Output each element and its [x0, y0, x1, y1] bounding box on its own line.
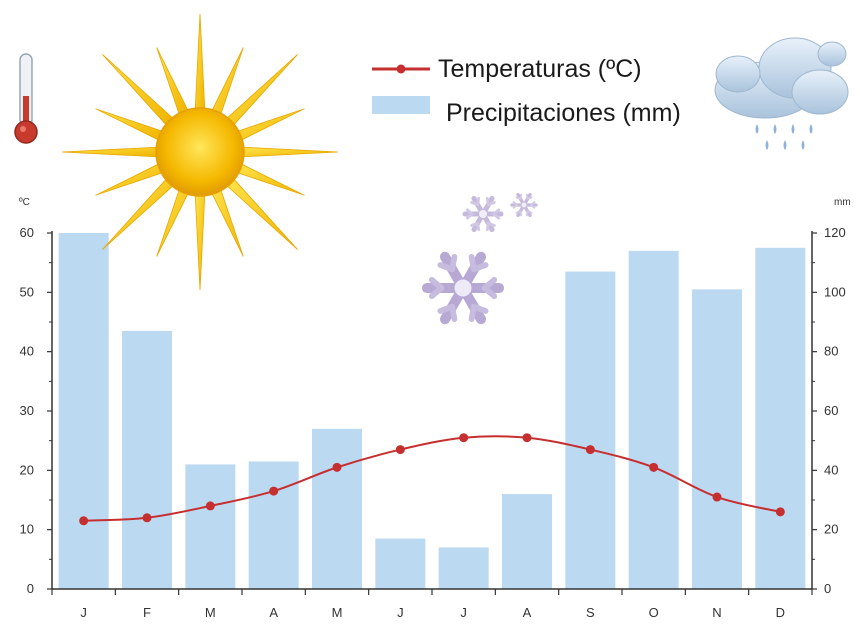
precipitation-bar [375, 538, 426, 589]
x-axis-category-label: D [776, 605, 785, 620]
sun-ray [102, 54, 174, 126]
x-axis-category-label: O [649, 605, 659, 620]
precipitation-bar [565, 271, 616, 589]
temperature-line-layer [79, 433, 785, 526]
sun-ray [211, 47, 244, 114]
temperature-point [205, 501, 215, 511]
precipitation-bar [185, 464, 236, 589]
x-axis-category-label: M [332, 605, 343, 620]
rain-cloud-icon [714, 37, 849, 150]
left-axis-tick-label: 40 [20, 344, 34, 359]
legend-line-marker [396, 64, 406, 74]
x-axis-category-label: J [80, 605, 87, 620]
left-axis-tick-label: 60 [20, 225, 34, 240]
snowflake [462, 195, 504, 233]
x-axis-category-label: M [205, 605, 216, 620]
legend-temperature-label: Temperaturas (ºC) [438, 55, 642, 83]
left-axis-unit: ºC [19, 197, 30, 208]
left-axis-tick-label: 20 [20, 462, 34, 477]
temperature-point [649, 462, 659, 472]
sun-ray [95, 163, 162, 196]
precipitation-bar [438, 547, 489, 589]
temperature-point [712, 492, 722, 502]
right-axis-tick-label: 20 [824, 522, 838, 537]
precipitation-bar [692, 289, 742, 589]
temperature-point [269, 486, 279, 496]
sun-ray [194, 195, 206, 291]
left-axis-tick-label: 50 [20, 284, 34, 299]
x-axis-category-label: A [523, 605, 532, 620]
temperature-point [459, 433, 469, 443]
sun-ray [243, 146, 339, 158]
precipitation-bar [312, 428, 362, 589]
thermometer-icon [14, 53, 38, 144]
left-axis-tick-label: 10 [20, 522, 34, 537]
sun-ray [156, 190, 189, 257]
precipitation-bar [755, 247, 806, 590]
x-axis-category-label: A [269, 605, 278, 620]
snowflake-icon [421, 192, 538, 325]
temperature-point [395, 445, 405, 455]
legend: Temperaturas (ºC) Precipitaciones (mm) [372, 55, 681, 127]
temperature-point [522, 433, 532, 443]
right-axis-tick-label: 120 [824, 225, 846, 240]
sun-ray [238, 163, 305, 196]
sun-ray [226, 54, 298, 126]
temperature-point [142, 513, 152, 523]
sun-icon [61, 13, 339, 291]
precipitation-bar [628, 250, 679, 590]
x-axis-category-label: J [460, 605, 467, 620]
sun-disc [155, 107, 245, 197]
precipitation-bar [122, 330, 172, 589]
legend-precipitation-label: Precipitaciones (mm) [446, 99, 681, 127]
axes-layer: 0 10 20 30 40 50 60 0 20 40 60 80 100 120 J F M A M J J A S O N D [20, 225, 846, 620]
precipitation-bar [502, 494, 552, 589]
bars-layer [58, 233, 806, 590]
x-axis-category-label: N [712, 605, 721, 620]
sun-ray [95, 108, 162, 141]
snowflake [421, 251, 505, 325]
precipitation-bar [58, 233, 109, 589]
right-axis-tick-label: 80 [824, 344, 838, 359]
right-axis-tick-label: 0 [824, 581, 831, 596]
sun-ray [194, 13, 206, 109]
sun-ray [226, 178, 298, 250]
legend-bar-swatch [372, 96, 430, 114]
temperature-point [79, 516, 89, 526]
right-axis-tick-label: 40 [824, 462, 838, 477]
left-axis-tick-label: 30 [20, 403, 34, 418]
precipitation-bar [248, 461, 299, 589]
sun-ray [238, 108, 305, 141]
temperature-point [332, 462, 342, 472]
right-axis-unit: mm [834, 197, 851, 208]
temperature-point [775, 507, 785, 517]
left-axis-tick-label: 0 [27, 581, 34, 596]
sun-ray [61, 146, 157, 158]
sun-ray [102, 178, 174, 250]
x-axis-category-label: S [586, 605, 595, 620]
right-axis-tick-label: 60 [824, 403, 838, 418]
sun-ray [211, 190, 244, 257]
sun-ray [156, 47, 189, 114]
temperature-point [585, 445, 595, 455]
right-axis-tick-label: 100 [824, 284, 846, 299]
snowflake [510, 192, 538, 218]
x-axis-category-label: F [143, 605, 151, 620]
x-axis-category-label: J [397, 605, 404, 620]
